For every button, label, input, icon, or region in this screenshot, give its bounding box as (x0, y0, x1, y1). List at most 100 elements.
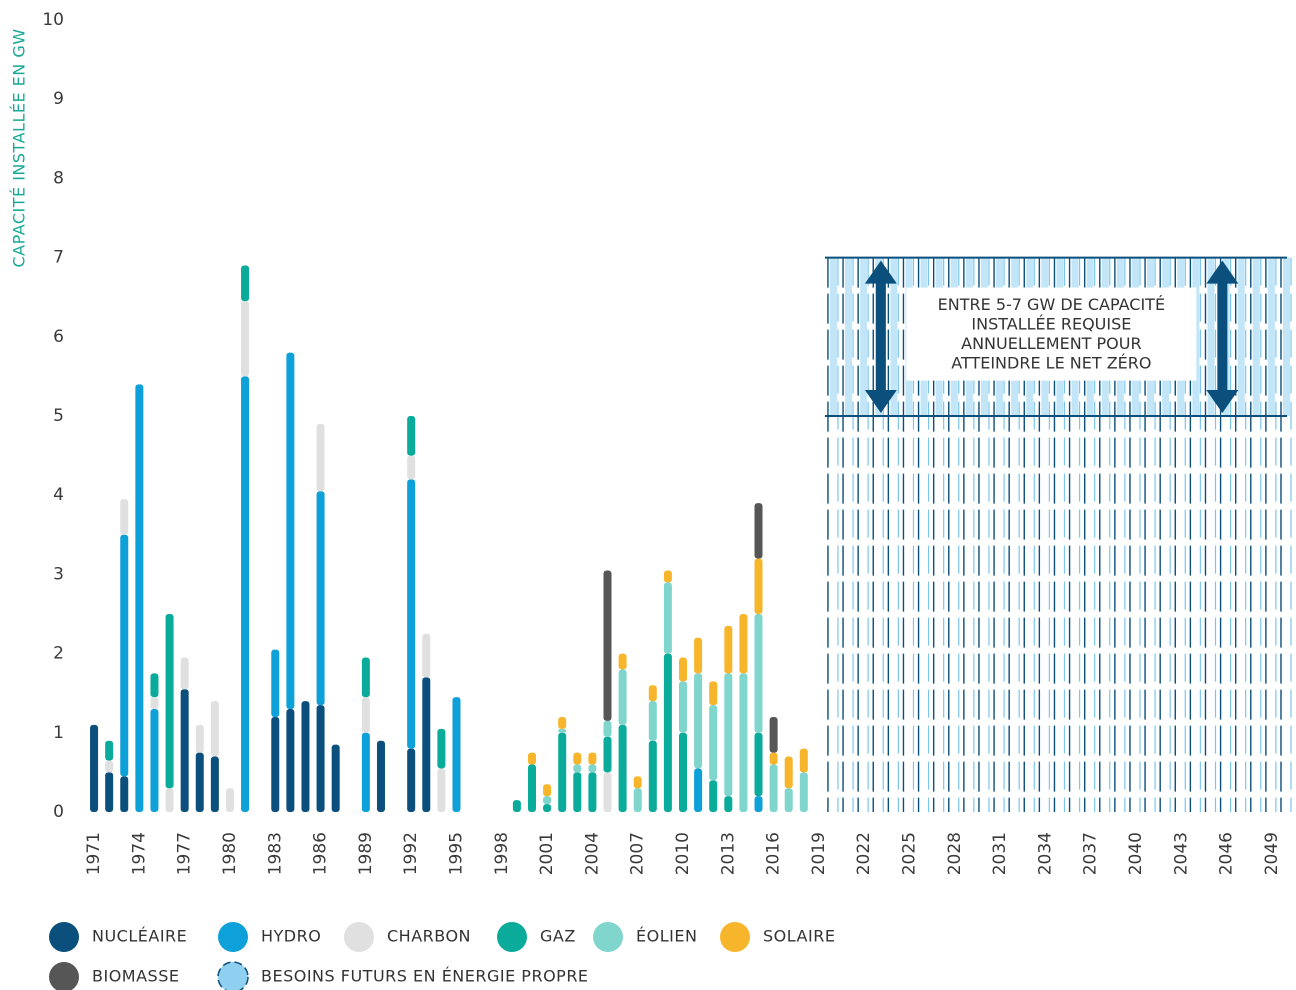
bar-segment (724, 673, 733, 797)
bar-segment (694, 673, 703, 769)
bar-segment (452, 697, 461, 812)
y-tick-label: 3 (53, 564, 64, 584)
x-tick-label: 2013 (718, 832, 738, 875)
bar-segment (679, 732, 687, 812)
x-tick-label: 2001 (537, 832, 557, 875)
bar-segment (769, 752, 778, 765)
bar-segment (739, 614, 748, 674)
annotation: ATTEINDRE LE NET ZÉRO (951, 354, 1151, 373)
legend-label: SOLAIRE (763, 927, 835, 946)
bar-segment (558, 728, 567, 733)
bar-segment (527, 764, 536, 812)
bar-segment (558, 732, 567, 812)
bar-segment (316, 705, 325, 812)
bar-segment (210, 701, 219, 757)
bar-segment (376, 740, 385, 812)
bar-segment (210, 756, 219, 812)
x-tick-label: 1974 (129, 832, 149, 875)
x-tick-label: 2046 (1217, 832, 1237, 875)
y-tick-label: 5 (53, 406, 64, 426)
bar-segment (618, 724, 627, 812)
bar-segment (195, 724, 204, 753)
band-stripe (860, 257, 868, 416)
bar-segment (422, 677, 431, 812)
bar-segment (679, 657, 687, 682)
annotation: ANNUELLEMENT POUR (961, 334, 1141, 353)
legend-label: BESOINS FUTURS EN ÉNERGIE PROPRE (261, 967, 589, 986)
bar-segment (150, 709, 159, 812)
x-tick-label: 2025 (900, 832, 920, 875)
arrow-head (1206, 390, 1239, 413)
x-tick-label: 2031 (990, 832, 1010, 875)
bar-segment (709, 705, 718, 781)
arrow-shaft (1217, 279, 1228, 394)
x-tick-label: 2040 (1126, 832, 1146, 875)
bar-segment (422, 633, 431, 678)
bar-segment (739, 673, 748, 812)
bar-segment (271, 716, 280, 812)
bar-segment (180, 657, 189, 690)
legend-label: GAZ (540, 927, 576, 946)
bar-segment (331, 744, 340, 812)
legend-swatch (49, 962, 79, 990)
bar-segment (709, 780, 718, 812)
x-tick-label: 1995 (446, 832, 466, 875)
bar-segment (241, 301, 250, 377)
bar-segment (724, 796, 733, 812)
bar-segment (407, 455, 416, 480)
x-tick-label: 1998 (492, 832, 512, 875)
band-stripe (890, 257, 898, 416)
bar-segment (663, 582, 672, 654)
bar-segment (241, 376, 250, 812)
bar-segment (709, 681, 718, 706)
bar-segment (663, 570, 672, 583)
band-stripe (829, 257, 837, 416)
y-tick-label: 7 (53, 248, 64, 268)
x-tick-label: 2004 (582, 832, 602, 875)
arrow-head (864, 260, 897, 284)
legend-label: CHARBON (387, 927, 471, 946)
y-tick-label: 1 (53, 723, 64, 743)
x-tick-label: 1980 (220, 832, 240, 875)
bar-segment (573, 764, 582, 773)
bar-segment (769, 764, 778, 812)
bar-segment (361, 657, 370, 698)
bar-segment (150, 673, 159, 698)
bar-segment (573, 752, 582, 765)
legend-swatch (593, 922, 623, 952)
x-tick-label: 2016 (764, 832, 784, 875)
x-tick-label: 2043 (1171, 832, 1191, 875)
x-tick-label: 2034 (1035, 832, 1055, 875)
bar-segment (195, 752, 204, 812)
band-stripe (1252, 257, 1260, 416)
bar-segment (754, 614, 763, 733)
bar-segment (407, 748, 416, 812)
bar-segment (618, 669, 627, 725)
bar-segment (603, 772, 612, 812)
legend-swatch (217, 961, 249, 990)
bar-segment (769, 716, 778, 753)
x-tick-label: 2028 (945, 832, 965, 875)
bar-segment (105, 740, 114, 761)
bar-segment (105, 760, 114, 773)
band-stripe (1267, 257, 1275, 416)
x-tick-label: 2007 (628, 832, 648, 875)
bar-segment (588, 772, 597, 812)
legend-swatch (720, 922, 750, 952)
x-tick-label: 1971 (84, 832, 104, 875)
bar-segment (135, 384, 144, 812)
bar-segment (150, 697, 159, 710)
bar-segment (558, 716, 567, 729)
annotation: INSTALLÉE REQUISE (971, 315, 1131, 334)
bar-segment (648, 685, 657, 702)
bar-segment (799, 748, 808, 773)
x-tick-label: 1992 (401, 832, 421, 875)
bar-segment (543, 784, 552, 797)
y-tick-label: 0 (53, 802, 64, 822)
bar-segment (648, 740, 657, 812)
band-stripe (1282, 257, 1290, 416)
y-tick-label: 2 (53, 644, 64, 664)
bar-segment (120, 534, 129, 777)
legend-label: NUCLÉAIRE (92, 927, 187, 946)
